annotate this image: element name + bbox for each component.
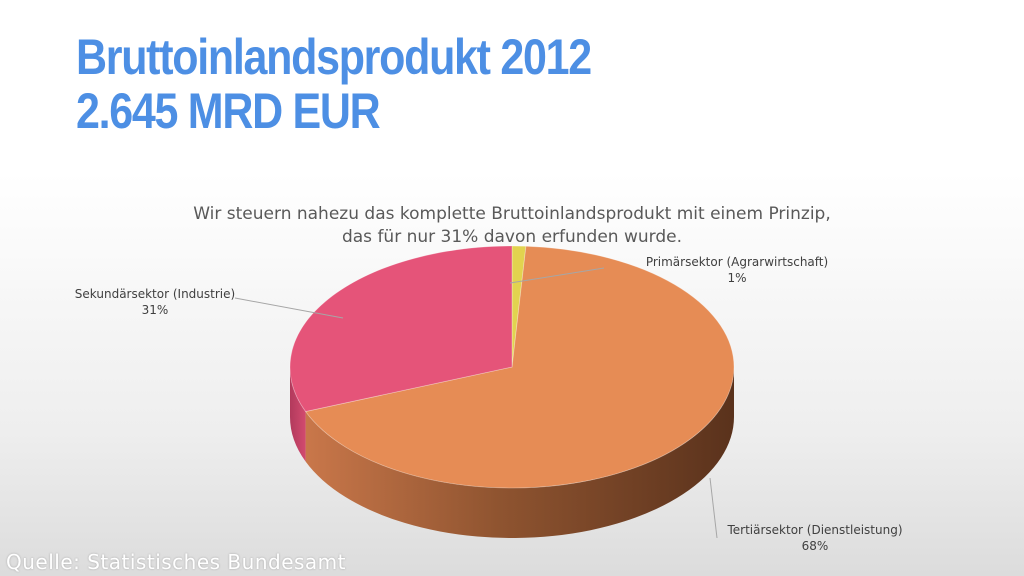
slice-label-tertiaer-value: 68%: [802, 539, 829, 553]
chart-title-line1: Wir steuern nahezu das komplette Bruttoi…: [193, 204, 831, 224]
leader-line-primary: [509, 267, 605, 284]
slice-label-primary: Primärsektor (Agrarwirtschaft) 1%: [646, 255, 828, 285]
slide-title-line2: 2.645 MRD EUR: [76, 83, 381, 139]
pie-side-sekundaer: [290, 367, 306, 462]
pie-slice-primary: [511, 245, 527, 368]
slice-label-sekundaer: Sekundärsektor (Industrie) 31%: [75, 287, 235, 317]
source-note: Quelle: Statistisches Bundesamt: [6, 550, 346, 574]
slide-title-line1: Bruttoinlandsprodukt 2012: [76, 29, 592, 85]
slice-label-tertiaer-name: Tertiärsektor (Dienstleistung): [726, 523, 902, 537]
pie-top: [289, 245, 735, 489]
slide-title: Bruttoinlandsprodukt 2012 2.645 MRD EUR: [76, 29, 592, 139]
pie-slice-sekundaer: [289, 245, 513, 412]
slice-label-tertiaer: Tertiärsektor (Dienstleistung) 68%: [726, 523, 902, 553]
slice-label-sekundaer-value: 31%: [142, 303, 169, 317]
pie-slice-tertiaer: [304, 245, 735, 489]
pie-side-tertiaer: [305, 367, 734, 538]
leader-line-sekundaer: [234, 297, 344, 319]
chart-title-line2: das für nur 31% davon erfunden wurde.: [342, 227, 682, 247]
pie-sides: [290, 367, 734, 538]
leader-line-tertiaer: [709, 477, 718, 539]
slice-label-primary-name: Primärsektor (Agrarwirtschaft): [646, 255, 828, 269]
slice-label-primary-value: 1%: [727, 271, 746, 285]
slice-label-sekundaer-name: Sekundärsektor (Industrie): [75, 287, 235, 301]
